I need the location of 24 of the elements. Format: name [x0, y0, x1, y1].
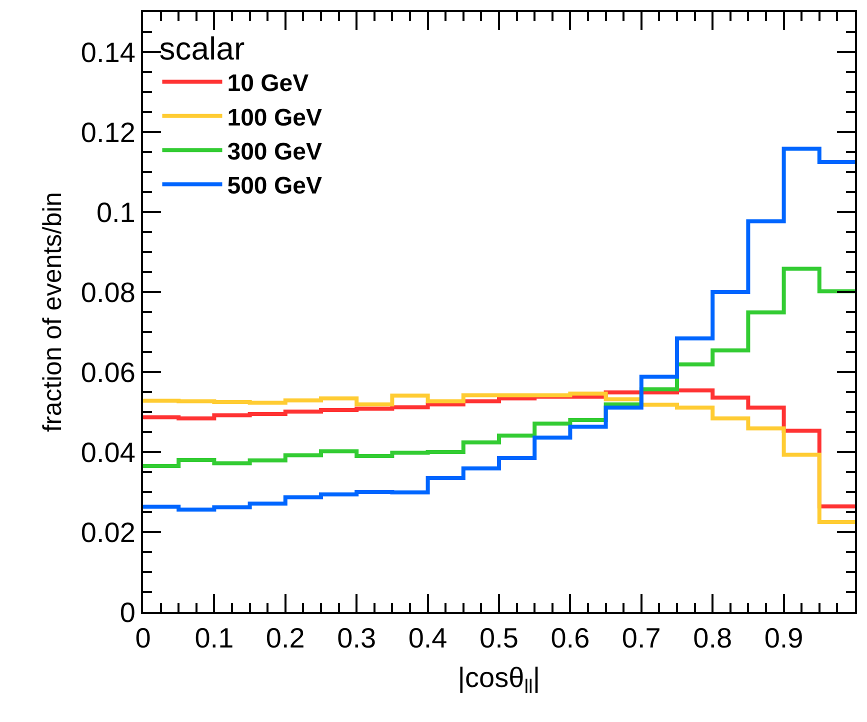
x-tick-label: 0.1 — [194, 622, 234, 654]
y-tick-label: 0 — [120, 596, 136, 628]
y-tick-label: 0.12 — [80, 116, 136, 148]
y-axis-title: fraction of events/bin — [36, 192, 67, 432]
x-tick-label: 0.6 — [550, 622, 590, 654]
legend-label: 100 GeV — [227, 104, 322, 132]
x-tick-label: 0.7 — [622, 622, 661, 654]
y-tick-label: 0.04 — [80, 436, 136, 468]
x-axis-title: |cosθ$_{ll}$| — [458, 662, 540, 698]
y-tick-label: 0.08 — [80, 276, 136, 308]
x-tick-label: 0.9 — [764, 622, 804, 654]
x-tick-label: 0.4 — [408, 622, 448, 654]
x-tick-label: 0.5 — [480, 622, 518, 654]
x-tick-label: 0.3 — [337, 622, 376, 654]
legend-title: scalar — [159, 30, 245, 67]
y-tick-label: 0.1 — [96, 196, 136, 228]
y-tick-label: 0.06 — [80, 356, 136, 388]
y-tick-label: 0.02 — [80, 516, 136, 548]
x-tick-label: 0.2 — [266, 622, 305, 654]
legend-label: 500 GeV — [227, 172, 322, 200]
x-tick-label: 0.8 — [693, 622, 732, 654]
legend-label: 300 GeV — [227, 138, 322, 166]
legend-label: 10 GeV — [227, 70, 309, 98]
y-tick-label: 0.14 — [80, 36, 136, 68]
